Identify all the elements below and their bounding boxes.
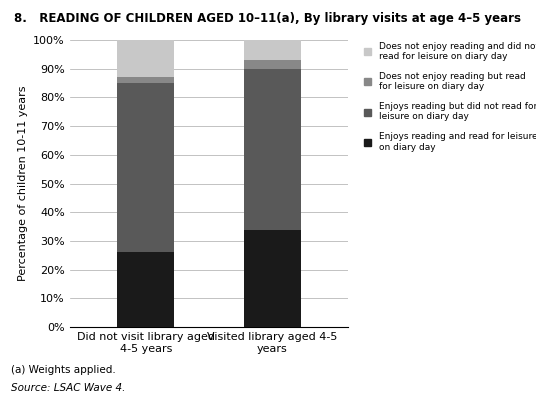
- Text: (a) Weights applied.: (a) Weights applied.: [11, 365, 115, 375]
- Bar: [244, 229, 301, 327]
- Bar: [244, 40, 301, 60]
- Y-axis label: Percentage of children 10-11 years: Percentage of children 10-11 years: [18, 86, 28, 281]
- Text: 8.   READING OF CHILDREN AGED 10–11(a), By library visits at age 4–5 years: 8. READING OF CHILDREN AGED 10–11(a), By…: [14, 12, 522, 25]
- Bar: [117, 83, 174, 253]
- Bar: [117, 40, 174, 77]
- Bar: [117, 253, 174, 327]
- Bar: [244, 60, 301, 69]
- Bar: [117, 77, 174, 83]
- Legend: Does not enjoy reading and did not
read for leisure on diary day, Does not enjoy: Does not enjoy reading and did not read …: [364, 41, 536, 152]
- Text: Source: LSAC Wave 4.: Source: LSAC Wave 4.: [11, 383, 125, 393]
- Bar: [244, 69, 301, 229]
